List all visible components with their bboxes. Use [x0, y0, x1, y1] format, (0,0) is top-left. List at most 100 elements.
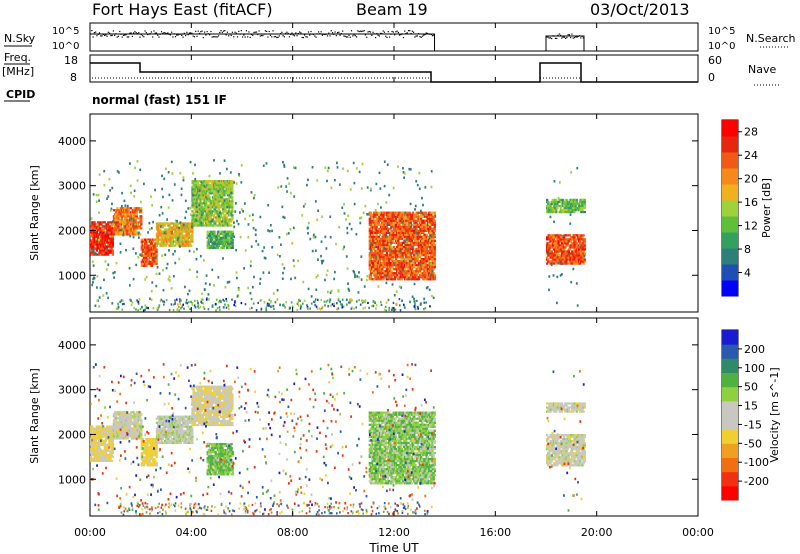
power-cell	[389, 245, 392, 249]
power-cell	[115, 211, 118, 214]
power-cell	[179, 242, 183, 245]
power-cell	[362, 211, 365, 215]
power-cell	[432, 241, 435, 245]
power-cell	[416, 272, 419, 275]
power-cell	[136, 179, 139, 182]
power-cell	[162, 195, 164, 199]
power-cell	[231, 232, 234, 235]
power-cell	[407, 219, 410, 222]
power-cell	[129, 219, 133, 222]
power-cell	[154, 246, 157, 249]
power-cell	[317, 209, 319, 213]
power-cell	[283, 216, 286, 219]
freq-series	[90, 62, 698, 83]
noise-point	[181, 34, 183, 37]
noise-point	[133, 32, 135, 34]
noise-point	[247, 36, 249, 38]
power-cell	[400, 278, 403, 281]
power-cell	[547, 236, 550, 239]
power-cell	[129, 298, 131, 301]
power-cell	[425, 235, 428, 239]
power-cell	[124, 204, 127, 207]
power-cell	[198, 189, 201, 192]
power-cell	[99, 227, 102, 230]
power-cell	[129, 215, 133, 218]
noise-point	[387, 31, 389, 33]
power-cell	[364, 299, 367, 302]
power-cell	[276, 298, 279, 301]
power-cell	[240, 208, 243, 211]
power-cell	[375, 223, 378, 226]
power-cell	[120, 219, 124, 222]
power-cell	[385, 253, 389, 257]
power-cell	[548, 288, 550, 292]
power-cell	[196, 299, 199, 302]
noise-point	[188, 32, 190, 34]
noise-point	[348, 34, 350, 36]
power-cell	[567, 250, 570, 253]
power-cell	[221, 238, 224, 241]
power-cell	[577, 202, 581, 206]
power-cell	[574, 204, 577, 208]
power-cell	[283, 163, 286, 167]
power-cell	[212, 188, 216, 191]
power-cell	[234, 300, 236, 303]
power-cell	[320, 254, 322, 258]
power-cell	[424, 251, 427, 255]
power-cell	[119, 242, 122, 246]
power-cell	[205, 297, 208, 300]
power-cell	[419, 262, 421, 266]
power-cell	[178, 257, 181, 261]
power-cell	[358, 170, 361, 174]
power-cell	[364, 306, 367, 309]
power-cell	[176, 220, 178, 223]
power-cell	[413, 301, 416, 305]
noise-point	[421, 35, 424, 37]
noise-point	[292, 34, 294, 36]
power-cell	[134, 252, 137, 255]
noise-point	[233, 36, 235, 38]
power-cell	[277, 186, 280, 189]
power-cell	[419, 217, 423, 220]
power-cell	[350, 299, 352, 303]
power-cell	[405, 243, 408, 247]
noise-point	[111, 34, 113, 37]
power-cell	[414, 223, 417, 226]
power-cell	[170, 287, 173, 290]
power-cell	[345, 255, 348, 258]
power-cell	[226, 205, 229, 209]
noise-point	[369, 31, 372, 33]
noise-tick-low: 10^0	[52, 41, 79, 52]
power-cell	[151, 204, 154, 207]
power-cell	[369, 272, 373, 275]
power-cell	[180, 299, 182, 302]
power-cell	[270, 300, 272, 303]
power-cell	[347, 214, 350, 218]
power-cell	[264, 257, 267, 260]
power-cell	[92, 227, 95, 230]
power-cell	[255, 309, 258, 312]
power-cell	[133, 195, 136, 198]
power-cell	[391, 306, 394, 310]
noise-point	[354, 35, 356, 37]
power-cell	[123, 302, 125, 306]
power-cell	[281, 205, 284, 209]
power-cell	[218, 211, 220, 214]
power-cell	[573, 258, 576, 261]
power-cell	[425, 213, 428, 216]
power-cell	[430, 262, 432, 266]
noise-point	[214, 36, 216, 38]
power-cell	[161, 187, 164, 191]
power-cell	[218, 204, 221, 207]
power-cell	[416, 239, 419, 243]
power-cell	[372, 266, 375, 269]
colorbar-swatch	[722, 152, 738, 169]
power-cell	[171, 172, 174, 175]
power-cell	[425, 286, 428, 290]
power-cell	[425, 215, 428, 218]
power-cell	[410, 272, 414, 275]
power-cell	[92, 251, 95, 254]
power-cell	[200, 218, 203, 221]
noise-point	[286, 31, 288, 33]
power-cell	[581, 236, 584, 239]
